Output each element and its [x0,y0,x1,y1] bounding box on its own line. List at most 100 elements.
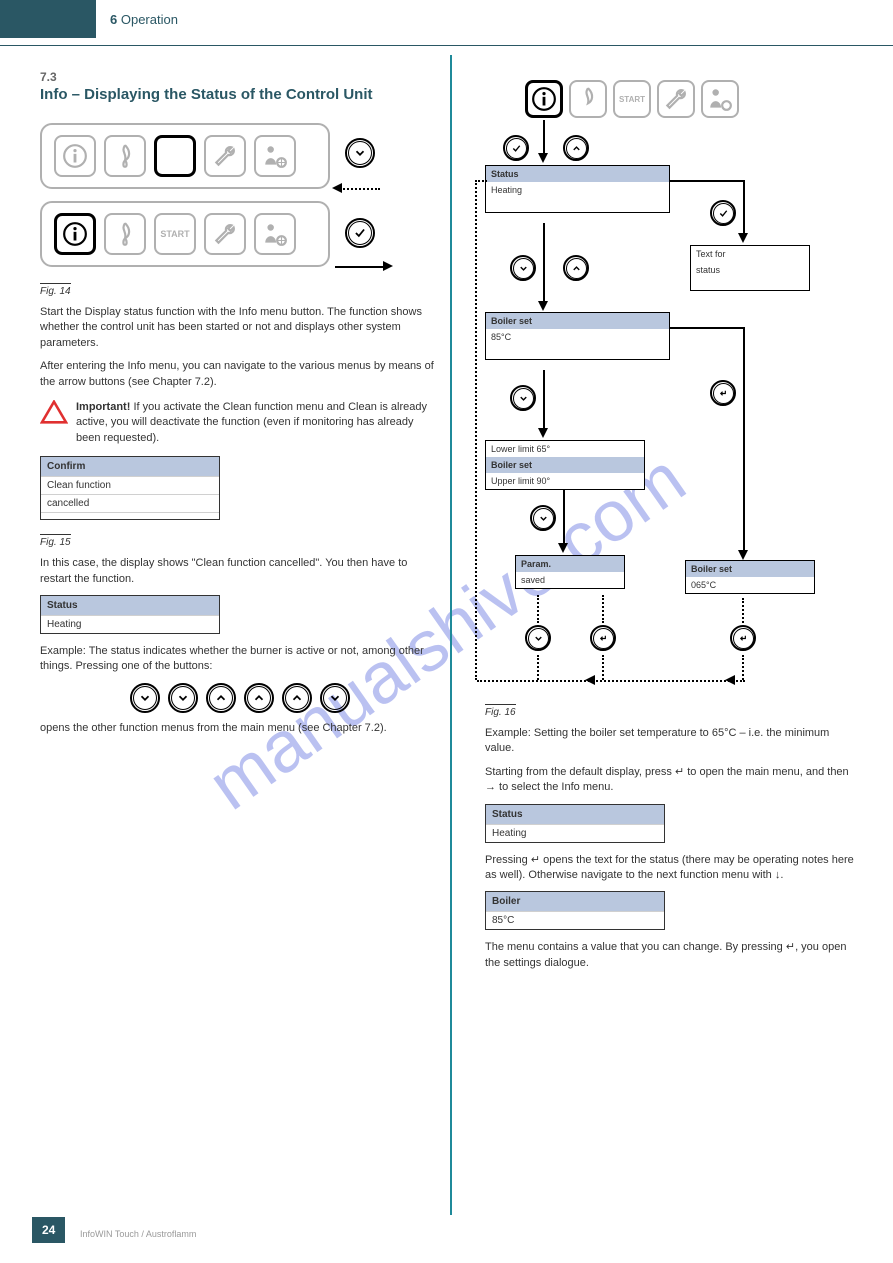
flow-arrow [543,370,545,430]
wrench-icon [204,213,246,255]
flow-box-boiler-set: Boiler set 85°C [485,312,670,360]
info-icon [54,213,96,255]
left-column: 7.3 Info – Displaying the Status of the … [40,70,440,744]
flow-box-header: Boiler set [486,457,644,473]
flow-dotted-return-top [475,180,487,182]
flow-arrow-head [538,153,548,163]
figure-14-label: Fig. 14 [40,283,71,297]
nav-up-button[interactable] [563,255,589,281]
flow-arrow [563,490,565,545]
header-title: Operation [121,12,178,27]
operator-icon [254,135,296,177]
para-fig15: In this case, the display shows "Clean f… [40,556,440,587]
enter-button[interactable] [710,380,736,406]
nav-up-button[interactable] [563,135,589,161]
operator-icon [254,213,296,255]
page-footer-text: InfoWIN Touch / Austroflamm [80,1229,196,1239]
menu-frame-start [40,123,330,189]
display-row: Heating [41,615,219,633]
flow-box-header: Boiler set [486,313,669,329]
nav-confirm-button[interactable] [345,218,375,248]
flow-arrow-head [738,550,748,560]
para-example-right: Example: Setting the boiler set temperat… [485,726,855,757]
info-icon [54,135,96,177]
flow-arrow [670,327,745,329]
flow-box-header: Status [486,166,669,182]
flow-box-status: Status Heating [485,165,670,213]
flame-icon [569,80,607,118]
nav-down-button[interactable] [510,385,536,411]
flame-icon [104,135,146,177]
para-fig14-2: After entering the Info menu, you can na… [40,359,440,390]
nav-down-button[interactable] [345,138,375,168]
page-number: 24 [32,1217,65,1243]
header-separator [0,45,893,46]
dotted-arrow-back [340,188,380,190]
flow-box-boiler-value: Boiler set 065°C [685,560,815,594]
wrench-icon [204,135,246,177]
nav-up-button[interactable] [282,683,312,713]
flow-arrow-head [725,675,735,685]
nav-down-button[interactable] [525,625,551,651]
confirm-button[interactable] [710,200,736,226]
info-icon [525,80,563,118]
para-boiler: The menu contains a value that you can c… [485,940,855,971]
display-row: Heating [486,824,664,842]
section-ref: 7.3 [40,70,440,84]
nav-up-button[interactable] [244,683,274,713]
start-icon: START [613,80,651,118]
flow-arrow [543,223,545,303]
arrow-head-back [332,183,342,193]
flow-box-header: Boiler set [686,561,814,577]
figure-15-label: Fig. 15 [40,534,71,548]
display-header: Confirm [41,457,219,476]
start-icon: START [154,213,196,255]
menu-frame-info: START [40,201,330,267]
nav-down-button[interactable] [130,683,160,713]
flow-arrow-head [585,675,595,685]
flow-arrow [743,180,745,235]
arrow-forward-head [383,261,393,271]
section-title: Info – Displaying the Status of the Cont… [40,86,440,103]
nav-down-button[interactable] [510,255,536,281]
flow-arrow-head [538,428,548,438]
flow-box-body: Upper limit 90° [486,473,644,489]
nav-down-button[interactable] [320,683,350,713]
flow-box-body: Lower limit 65° [486,441,644,457]
flow-dotted [742,598,744,623]
confirm-button[interactable] [503,135,529,161]
flow-dotted [477,680,745,682]
para-example: Example: The status indicates whether th… [40,644,440,675]
flow-arrow-head [558,543,568,553]
important-title: Important! [76,401,130,413]
nav-down-button[interactable] [168,683,198,713]
display-status-heating: Status Heating [40,595,220,634]
flow-box-text-status: Text for status [690,245,810,291]
flow-arrow [670,180,745,182]
operator-icon [701,80,739,118]
nav-down-button[interactable] [530,505,556,531]
flow-box-boiler-range: Lower limit 65° Boiler set Upper limit 9… [485,440,645,490]
enter-button[interactable] [730,625,756,651]
flow-box-body: Heating [486,182,669,198]
start-icon-blank [154,135,196,177]
flow-box-body: Text for [691,246,809,262]
display-header: Status [486,805,664,824]
display-clean-cancelled: Confirm Clean function cancelled [40,456,220,520]
flow-box-body: saved [516,572,624,588]
warning-triangle-icon [40,400,68,424]
flow-dotted [602,655,604,680]
enter-button[interactable] [590,625,616,651]
nav-up-button[interactable] [206,683,236,713]
flow-box-header: Param. [516,556,624,572]
display-status: Status Heating [485,804,665,843]
start-label: START [160,229,189,239]
button-row [40,683,440,713]
wrench-icon [657,80,695,118]
flow-box-body: status [691,262,809,278]
flow-dotted [742,655,744,680]
flow-arrow-head [738,233,748,243]
display-header: Status [41,596,219,615]
para-example2: opens the other function menus from the … [40,721,440,736]
flow-arrow [743,327,745,552]
